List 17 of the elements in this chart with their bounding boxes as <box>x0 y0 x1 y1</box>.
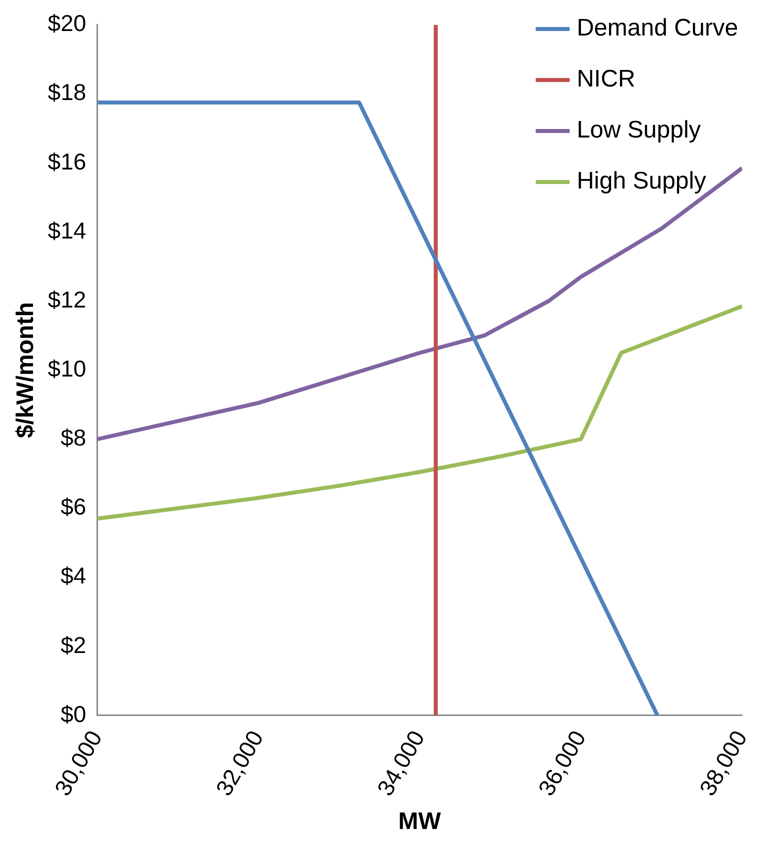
y-tick-label: $16 <box>48 148 86 174</box>
y-tick-label: $18 <box>48 79 86 106</box>
y-tick-label: $4 <box>60 562 86 589</box>
y-tick-label: $10 <box>48 355 86 382</box>
y-tick-label: $2 <box>60 632 86 658</box>
y-axis-title: $/kW/month <box>12 302 40 438</box>
y-tick-label: $6 <box>60 494 86 520</box>
legend-label: High Supply <box>576 168 706 195</box>
legend-label: Low Supply <box>576 116 701 144</box>
y-tick-label: $14 <box>48 217 86 244</box>
y-tick-label: $0 <box>60 700 86 727</box>
legend-label: Demand Curve <box>576 14 738 42</box>
x-axis-title: MW <box>398 808 442 836</box>
y-tick-label: $8 <box>60 424 86 451</box>
legend-label: NICR <box>576 66 636 93</box>
y-tick-label: $12 <box>48 286 86 312</box>
y-tick-label: $20 <box>48 10 86 36</box>
